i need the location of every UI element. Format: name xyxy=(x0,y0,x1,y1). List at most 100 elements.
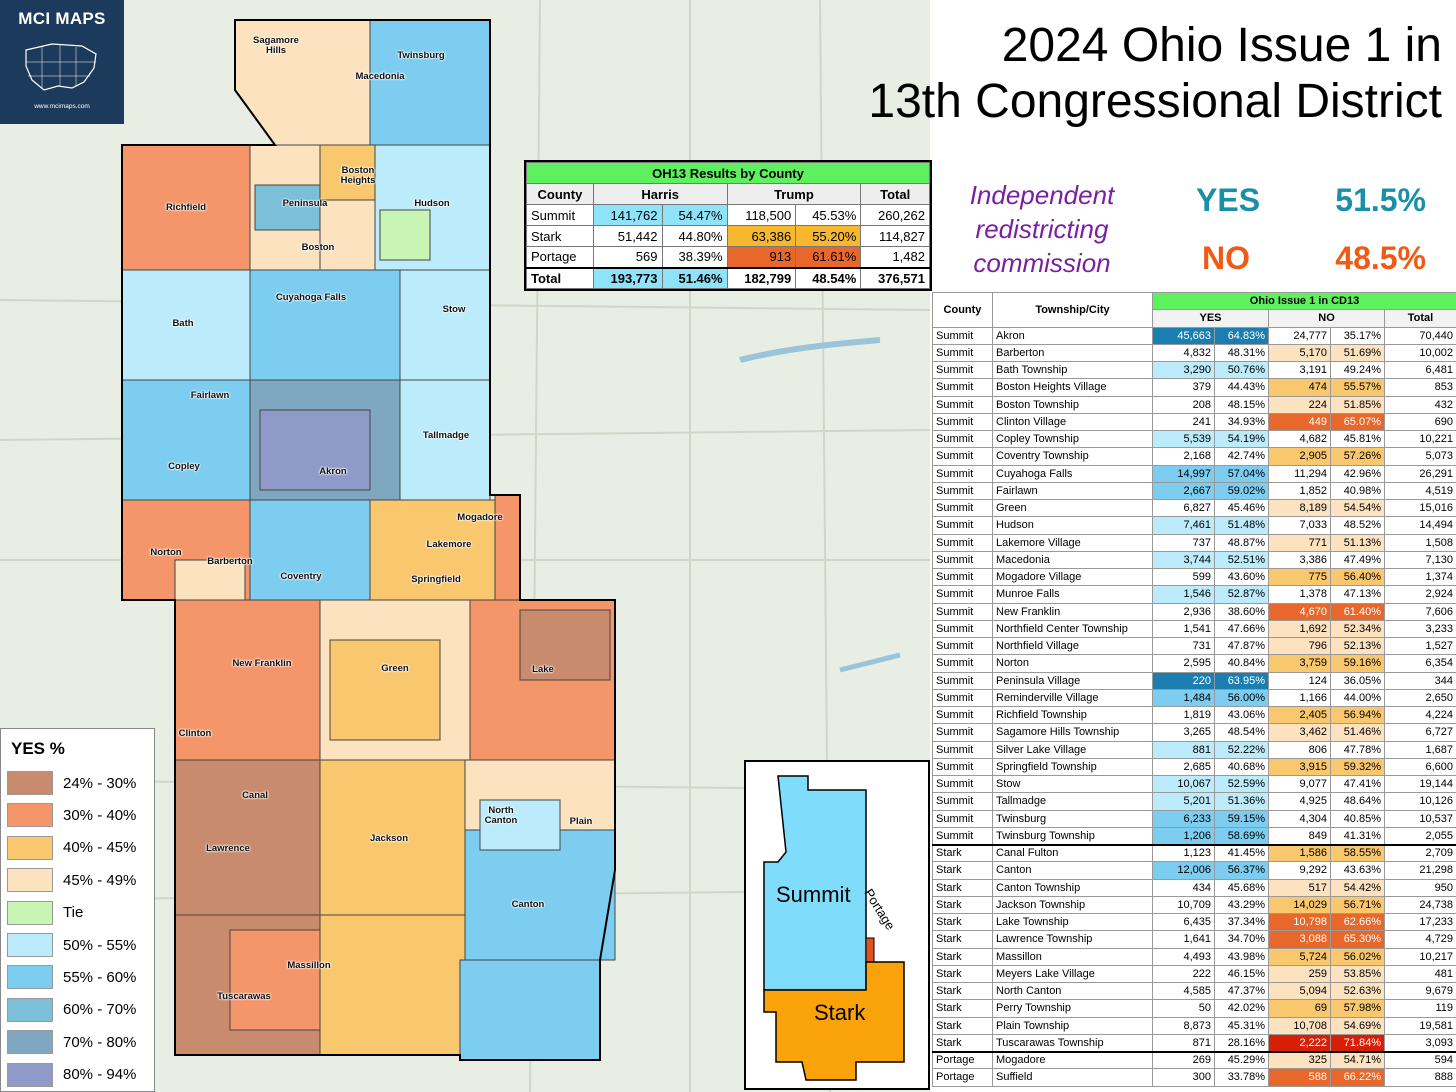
township-cell-total: 1,687 xyxy=(1383,740,1456,759)
township-cell-yes-pct: 43.29% xyxy=(1214,895,1269,915)
township-cell-total: 10,221 xyxy=(1383,429,1456,449)
county-cell-total: 1,482 xyxy=(860,246,930,268)
township-cell-yes-votes: 4,585 xyxy=(1152,981,1215,1001)
title-line-1: 2024 Ohio Issue 1 in xyxy=(1001,19,1442,72)
township-cell-total: 481 xyxy=(1383,964,1456,984)
township-cell-county: Summit xyxy=(932,809,993,828)
township-cell-yes-pct: 38.60% xyxy=(1214,602,1269,621)
township-cell-total: 9,679 xyxy=(1383,981,1456,1001)
township-cell-county: Stark xyxy=(932,964,993,984)
township-results-table: County Township/City Ohio Issue 1 in CD1… xyxy=(932,291,1456,1087)
township-cell-no-votes: 2,405 xyxy=(1268,705,1331,725)
township-cell-no-pct: 59.16% xyxy=(1330,654,1385,673)
township-cell-yes-votes: 50 xyxy=(1152,999,1215,1018)
township-cell-county: Summit xyxy=(932,567,993,587)
township-cell-yes-votes: 10,709 xyxy=(1152,895,1215,915)
county-cell-harris-pct: 44.80% xyxy=(661,225,728,247)
township-cell-yes-pct: 45.68% xyxy=(1214,878,1269,897)
place-label-boston-heights: Boston Heights xyxy=(340,165,376,186)
place-label-massillon: Massillon xyxy=(287,960,331,972)
township-cell-yes-pct: 43.06% xyxy=(1214,705,1269,725)
township-cell-no-pct: 47.78% xyxy=(1330,740,1385,759)
legend-label: 55% - 60% xyxy=(63,968,137,986)
township-row: Summit Akron 45,663 64.83% 24,777 35.17% 70,44… xyxy=(932,326,1456,345)
county-results-table: OH13 Results by County County Harris Tru… xyxy=(524,160,932,291)
township-cell-total: 21,298 xyxy=(1383,861,1456,880)
legend-swatch xyxy=(7,900,53,925)
township-cell-yes-pct: 58.69% xyxy=(1214,826,1269,846)
township-cell-township: Twinsburg xyxy=(992,809,1153,828)
township-cell-no-pct: 40.98% xyxy=(1330,481,1385,501)
township-cell-township: Plain Township xyxy=(992,1016,1153,1035)
township-cell-yes-pct: 45.29% xyxy=(1214,1050,1269,1070)
township-cell-no-votes: 11,294 xyxy=(1268,464,1331,483)
county-cell-trump-pct: 48.54% xyxy=(795,266,862,289)
township-cell-county: Summit xyxy=(932,723,993,742)
county-cell-county: Total xyxy=(526,266,594,289)
township-row: Stark Lake Township 6,435 37.34% 10,798 62.66… xyxy=(932,912,1456,932)
township-cell-county: Summit xyxy=(932,343,993,363)
township-cell-no-pct: 51.85% xyxy=(1330,395,1385,414)
township-cell-yes-votes: 10,067 xyxy=(1152,774,1215,794)
map-base xyxy=(0,0,930,1092)
township-cell-township: Coventry Township xyxy=(992,447,1153,466)
place-label-bath: Bath xyxy=(172,318,194,330)
township-cell-yes-pct: 34.70% xyxy=(1214,930,1269,949)
township-cell-county: Summit xyxy=(932,550,993,570)
legend-item: 55% - 60% xyxy=(7,961,136,993)
township-cell-county: Stark xyxy=(932,930,993,949)
township-row: Summit Mogadore Village 599 43.60% 775 56.40%… xyxy=(932,567,1456,587)
township-cell-township: New Franklin xyxy=(992,602,1153,621)
township-cell-total: 70,440 xyxy=(1383,326,1456,345)
township-cell-yes-pct: 52.51% xyxy=(1214,550,1269,570)
township-cell-county: Summit xyxy=(932,619,993,639)
township-cell-total: 19,581 xyxy=(1383,1016,1456,1035)
town-col-township: Township/City xyxy=(992,292,1153,328)
township-cell-total: 6,600 xyxy=(1383,757,1456,777)
township-cell-total: 6,354 xyxy=(1383,654,1456,673)
county-cell-harris: 51,442 xyxy=(592,225,663,247)
township-cell-township: Clinton Village xyxy=(992,412,1153,432)
township-cell-no-pct: 62.66% xyxy=(1330,912,1385,932)
township-cell-yes-pct: 44.43% xyxy=(1214,378,1269,397)
township-cell-county: Summit xyxy=(932,688,993,708)
place-label-twinsburg: Twinsburg xyxy=(397,50,445,62)
irc-line-1: Independent xyxy=(969,180,1115,210)
township-cell-county: Summit xyxy=(932,774,993,794)
township-cell-yes-pct: 28.16% xyxy=(1214,1033,1269,1053)
township-cell-no-pct: 51.69% xyxy=(1330,343,1385,363)
township-cell-no-votes: 325 xyxy=(1268,1050,1331,1070)
place-label-jackson: Jackson xyxy=(369,833,409,845)
township-cell-no-votes: 806 xyxy=(1268,740,1331,759)
logo-text: MCI MAPS xyxy=(18,9,106,28)
township-cell-no-votes: 69 xyxy=(1268,999,1331,1018)
township-cell-no-votes: 1,852 xyxy=(1268,481,1331,501)
township-cell-no-votes: 3,462 xyxy=(1268,723,1331,742)
township-cell-total: 2,709 xyxy=(1383,843,1456,863)
township-cell-township: Tuscarawas Township xyxy=(992,1033,1153,1053)
township-cell-county: Summit xyxy=(932,326,993,345)
township-cell-no-votes: 3,191 xyxy=(1268,360,1331,380)
township-row: Summit Barberton 4,832 48.31% 5,170 51.69% 10,… xyxy=(932,343,1456,363)
place-label-hudson: Hudson xyxy=(414,198,450,210)
place-label-north-canton: North Canton xyxy=(484,805,518,826)
township-cell-no-pct: 57.26% xyxy=(1330,447,1385,466)
township-cell-total: 2,055 xyxy=(1383,826,1456,846)
township-cell-county: Stark xyxy=(932,895,993,915)
legend-label: 50% - 55% xyxy=(63,936,137,954)
township-cell-no-votes: 2,905 xyxy=(1268,447,1331,466)
township-cell-county: Stark xyxy=(932,861,993,880)
place-label-fairlawn: Fairlawn xyxy=(190,390,230,402)
township-cell-yes-votes: 241 xyxy=(1152,412,1215,432)
township-cell-township: Cuyahoga Falls xyxy=(992,464,1153,483)
township-cell-no-votes: 4,682 xyxy=(1268,429,1331,449)
title-block: 2024 Ohio Issue 1 in 13th Congressional … xyxy=(708,0,1456,156)
township-cell-yes-pct: 63.95% xyxy=(1214,671,1269,690)
place-label-norton: Norton xyxy=(150,547,182,559)
township-cell-no-pct: 36.05% xyxy=(1330,671,1385,690)
county-row: Portage 569 38.39% 913 61.61% 1,482 xyxy=(526,246,930,268)
township-cell-yes-pct: 59.02% xyxy=(1214,481,1269,501)
township-cell-township: Lakemore Village xyxy=(992,533,1153,552)
place-label-lake: Lake xyxy=(532,664,554,676)
township-cell-no-votes: 10,708 xyxy=(1268,1016,1331,1035)
